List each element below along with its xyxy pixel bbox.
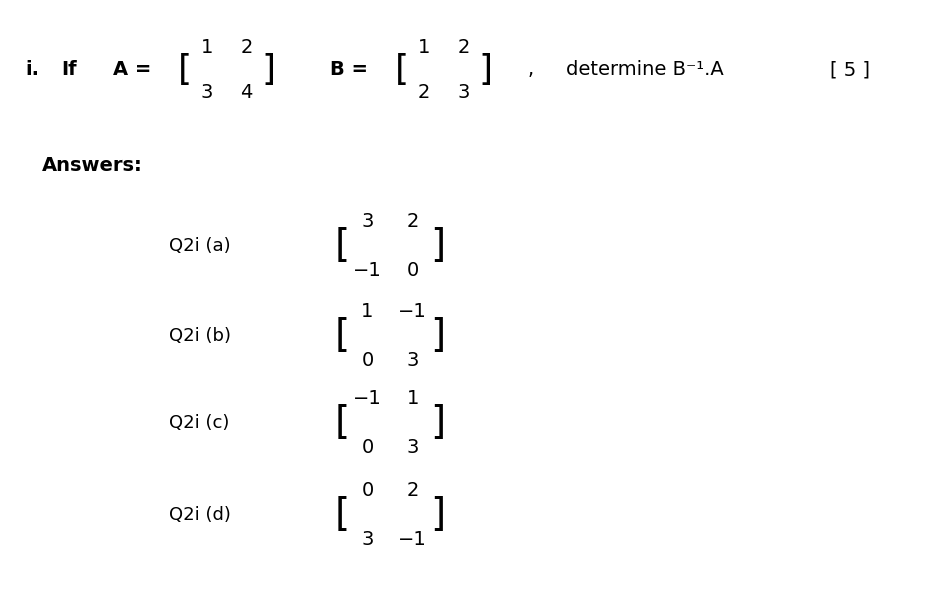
- Text: ]: ]: [430, 404, 446, 442]
- Text: 3: 3: [362, 212, 374, 231]
- Text: 3: 3: [362, 530, 374, 549]
- Text: −1: −1: [353, 261, 382, 280]
- Text: 3: 3: [458, 83, 470, 102]
- Text: ]: ]: [430, 317, 446, 355]
- Text: i.: i.: [25, 61, 39, 79]
- Text: ]: ]: [479, 53, 492, 87]
- Text: [: [: [335, 227, 350, 265]
- Text: 0: 0: [362, 481, 373, 500]
- Text: [ 5 ]: [ 5 ]: [830, 61, 870, 79]
- Text: 2: 2: [458, 38, 470, 57]
- Text: 3: 3: [201, 83, 213, 102]
- Text: 3: 3: [407, 351, 419, 370]
- Text: 3: 3: [407, 438, 419, 456]
- Text: Q2i (d): Q2i (d): [169, 506, 231, 524]
- Text: Answers:: Answers:: [42, 156, 143, 175]
- Text: Q2i (a): Q2i (a): [169, 237, 231, 255]
- Text: 1: 1: [362, 302, 374, 321]
- Text: −1: −1: [398, 530, 427, 549]
- Text: Q2i (b): Q2i (b): [169, 327, 231, 345]
- Text: B =: B =: [329, 61, 367, 79]
- Text: 0: 0: [407, 261, 419, 280]
- Text: 2: 2: [407, 481, 419, 500]
- Text: 0: 0: [362, 438, 373, 456]
- Text: −1: −1: [398, 302, 427, 321]
- Text: [: [: [335, 496, 350, 534]
- Text: 2: 2: [418, 83, 430, 102]
- Text: ,: ,: [528, 61, 534, 79]
- Text: [: [: [335, 317, 350, 355]
- Text: A =: A =: [112, 61, 151, 79]
- Text: −1: −1: [353, 388, 382, 407]
- Text: ]: ]: [430, 496, 446, 534]
- Text: 4: 4: [241, 83, 253, 102]
- Text: ]: ]: [262, 53, 275, 87]
- Text: [: [: [335, 404, 350, 442]
- Text: 1: 1: [407, 388, 419, 407]
- Text: 1: 1: [201, 38, 213, 57]
- Text: 1: 1: [418, 38, 430, 57]
- Text: If: If: [61, 61, 76, 79]
- Text: Q2i (c): Q2i (c): [169, 413, 229, 431]
- Text: [: [: [395, 53, 409, 87]
- Text: ]: ]: [430, 227, 446, 265]
- Text: [: [: [178, 53, 192, 87]
- Text: 0: 0: [362, 351, 373, 370]
- Text: determine B⁻¹.A: determine B⁻¹.A: [565, 61, 724, 79]
- Text: 2: 2: [241, 38, 253, 57]
- Text: 2: 2: [407, 212, 419, 231]
